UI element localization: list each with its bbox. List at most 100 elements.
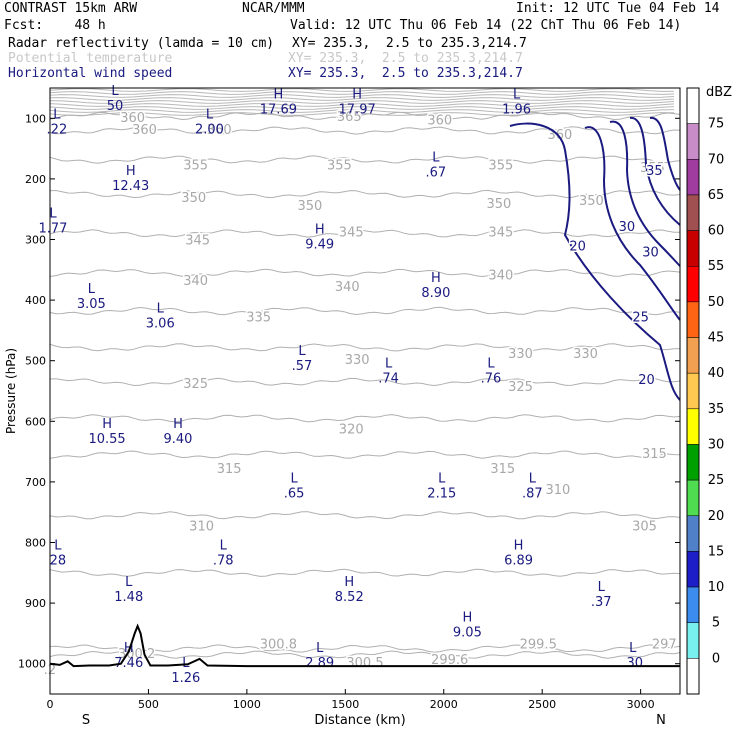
field-theta-name: Potential temperature [8, 51, 173, 66]
theta-label: 335 [246, 310, 271, 325]
theta-label: 300.8 [260, 638, 297, 653]
theta-label: 315 [642, 447, 667, 462]
wind-speed-label: 20 [569, 240, 586, 255]
theta-label: 330 [573, 347, 598, 362]
colorbar-level-label: 60 [708, 224, 725, 239]
extremum-marker: L [438, 472, 446, 487]
extremum-marker: L [316, 641, 324, 656]
wind-speed-label: 35 [646, 164, 663, 179]
theta-contour [49, 414, 681, 423]
extremum-value: 1.26 [171, 671, 200, 686]
theta-label: 355 [183, 158, 208, 173]
theta-label: 345 [488, 226, 513, 241]
extremum-marker: H [126, 164, 136, 179]
theta-contour-upper [49, 109, 675, 113]
extremum-marker: L [513, 88, 521, 103]
extremum-value: .74 [378, 372, 399, 387]
theta-contour-upper [49, 94, 675, 98]
extremum-value: 1.77 [38, 221, 67, 236]
theta-contour-upper [49, 106, 675, 110]
extremum-marker: L [629, 641, 637, 656]
extremum-value: 28 [50, 553, 67, 568]
colorbar-level-label: 15 [708, 544, 725, 559]
theta-label: 325 [508, 380, 533, 395]
colorbar-swatch [686, 230, 700, 267]
colorbar-level-label: 0 [712, 651, 720, 666]
y-tick-label: 700 [25, 476, 46, 489]
y-axis-title: Pressure (hPa) [4, 348, 18, 434]
theta-contour-upper [49, 103, 675, 107]
theta-label: 355 [488, 158, 513, 173]
extremum-value: 7.46 [114, 656, 143, 671]
theta-label: 320 [339, 423, 364, 438]
y-tick-label: 800 [25, 537, 46, 550]
wind-speed-contour [629, 116, 681, 226]
colorbar-swatch [686, 658, 700, 695]
wind-speed-label: 30 [642, 246, 659, 261]
colorbar-swatch [686, 479, 700, 517]
colorbar-level-label: 70 [708, 152, 725, 167]
extremum-value: 2.89 [305, 656, 334, 671]
theta-contour [49, 111, 681, 121]
extremum-marker: H [273, 88, 283, 103]
wind-speed-label: 30 [619, 220, 636, 235]
theta-contour [49, 450, 681, 459]
extremum-marker: L [49, 206, 57, 221]
valid-time: Valid: 12 UTC Thu 06 Feb 14 (22 ChT Thu … [290, 18, 682, 33]
colorbar-swatch [686, 622, 700, 659]
extremum-marker: L [206, 108, 214, 123]
org-label: NCAR/MMM [242, 1, 305, 16]
theta-label: 315 [490, 462, 515, 477]
extremum-marker: H [173, 417, 183, 432]
theta-contour [49, 306, 681, 316]
extremum-value: .30 [622, 656, 643, 671]
theta-contour-upper [49, 100, 675, 104]
extremum-marker: L [529, 472, 537, 487]
extremum-value: 1.48 [114, 590, 143, 605]
extremum-marker: L [53, 108, 61, 123]
theta-label: 350 [297, 199, 322, 214]
theta-label: 350 [579, 194, 604, 209]
colorbar-unit-label: dBZ [706, 85, 732, 100]
forecast-hour: Fcst: 48 h [4, 18, 106, 33]
colorbar-level-label: 20 [708, 509, 725, 524]
y-tick-label: 900 [25, 597, 46, 610]
theta-contour [49, 650, 681, 659]
field-reflectivity-name: Radar reflectivity (lamda = 10 cm) [8, 36, 275, 51]
extremum-marker: L [385, 357, 393, 372]
terrain-line [49, 623, 680, 668]
x-start-label: S [82, 713, 90, 728]
theta-contour [49, 511, 681, 520]
x-tick-label: 3000 [627, 698, 655, 711]
x-tick-label: 2000 [430, 698, 458, 711]
field-reflectivity-xy: XY= 235.3, 2.5 to 235.3,214.7 [292, 36, 527, 51]
theta-contour [49, 268, 681, 278]
model-title: CONTRAST 15km ARW [4, 1, 138, 16]
colorbar-level-label: 35 [708, 402, 725, 417]
colorbar-swatch [686, 586, 700, 623]
extremum-value: .57 [292, 359, 313, 374]
colorbar-swatch [686, 265, 700, 303]
extremum-marker: H [352, 88, 362, 103]
colorbar-swatch [686, 301, 700, 338]
extremum-value: 9.40 [163, 432, 192, 447]
x-tick-label: 2500 [528, 698, 556, 711]
extremum-marker: L [291, 472, 299, 487]
theta-contour [49, 189, 681, 199]
colorbar-swatch [686, 123, 700, 160]
extremum-value: 10.55 [88, 432, 125, 447]
extremum-marker: L [157, 301, 165, 316]
extremum-marker: L [220, 538, 228, 553]
theta-label: 345 [185, 234, 210, 249]
colorbar-level-label: 75 [708, 117, 725, 132]
colorbar-frame [686, 87, 700, 695]
theta-contour [49, 126, 681, 135]
y-tick-label: 1000 [18, 658, 46, 671]
extremum-marker: L [111, 84, 119, 99]
extremum-marker: H [344, 575, 354, 590]
extremum-value: 17.69 [260, 103, 297, 118]
extremum-marker: L [598, 580, 606, 595]
y-tick-label: 300 [25, 234, 46, 247]
extremum-marker: H [315, 223, 325, 238]
